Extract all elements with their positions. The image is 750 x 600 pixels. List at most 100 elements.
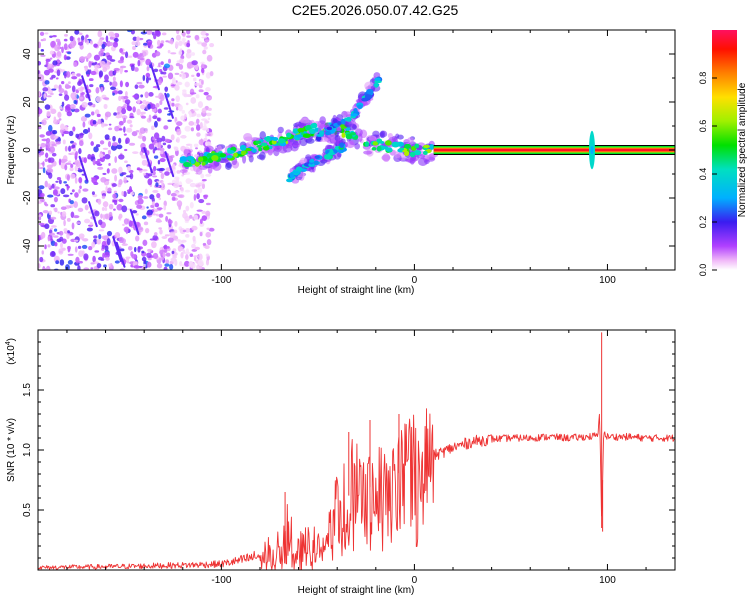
noise-blob [52, 53, 56, 58]
noise-blob [205, 231, 212, 238]
noise-blob [103, 80, 110, 83]
trace-halo [293, 138, 302, 146]
noise-blob [156, 192, 161, 199]
noise-blob [75, 256, 80, 264]
trace-halo [343, 111, 352, 117]
noise-blob [98, 50, 104, 57]
spectrogram-ylabel: Frequency (Hz) [6, 116, 17, 185]
noise-blob [174, 41, 179, 49]
noise-blob [38, 222, 45, 226]
noise-blob [60, 188, 66, 195]
noise-blob [182, 229, 187, 233]
noise-blob [67, 245, 71, 250]
noise-blob [137, 194, 143, 200]
noise-blob [161, 236, 168, 239]
noise-blob [77, 245, 82, 249]
noise-blob [51, 152, 57, 157]
noise-blob [119, 80, 123, 88]
noise-blob [84, 113, 91, 118]
noise-blob [112, 135, 116, 142]
noise-blob [153, 120, 158, 128]
noise-blob [184, 189, 191, 193]
noise-blob [63, 72, 67, 79]
trace-point [201, 161, 206, 166]
noise-blob [147, 178, 153, 186]
noise-blob [164, 263, 170, 267]
noise-blob [136, 168, 143, 171]
noise-blob [39, 256, 44, 263]
noise-blob [47, 183, 51, 189]
trace-halo [387, 132, 393, 139]
colorbar-gradient [712, 30, 737, 270]
noise-blob [61, 101, 65, 107]
noise-blob [123, 126, 126, 133]
trace-point [198, 156, 204, 163]
noise-blob [130, 64, 135, 72]
snr-multiplier-prefix: (x10 [6, 345, 17, 365]
noise-blob [169, 38, 174, 45]
noise-blob [164, 234, 170, 237]
noise-blob [104, 206, 108, 211]
noise-blob [185, 205, 190, 212]
trace-point [295, 134, 303, 138]
snr-xlabel: Height of straight line (km) [298, 585, 415, 596]
noise-blob [93, 43, 98, 48]
noise-blob [127, 245, 133, 251]
noise-blob [65, 71, 71, 78]
noise-blob [132, 36, 138, 41]
noise-blob [66, 174, 70, 181]
noise-blob [163, 63, 171, 69]
noise-blob [185, 254, 189, 261]
noise-blob [82, 188, 89, 192]
noise-blob [193, 255, 199, 258]
noise-blob [88, 245, 93, 251]
noise-blob [185, 178, 192, 184]
noise-blob [143, 196, 149, 199]
colorbar-tick-label: 0.4 [698, 168, 708, 181]
noise-blob [196, 209, 203, 212]
trace-point [260, 142, 268, 147]
noise-blob [191, 243, 196, 249]
noise-blob [55, 77, 59, 80]
noise-blob [75, 133, 80, 139]
noise-blob [173, 79, 177, 85]
noise-blob [201, 67, 205, 74]
noise-blob [139, 127, 146, 134]
noise-blob [147, 248, 153, 252]
noise-blob [86, 227, 93, 232]
noise-blob [169, 264, 174, 270]
noise-blob [62, 139, 66, 145]
noise-blob [88, 60, 92, 68]
noise-blob [130, 251, 134, 257]
noise-blob [199, 232, 203, 237]
noise-blob [51, 183, 55, 189]
trace-point [391, 141, 400, 148]
noise-blob [50, 216, 57, 220]
noise-blob [112, 193, 117, 199]
noise-blob [104, 245, 109, 252]
noise-blob [104, 154, 111, 160]
noise-blob [104, 111, 112, 118]
noise-blob [198, 89, 204, 93]
noise-blob [167, 49, 171, 54]
noise-blob [124, 91, 128, 97]
noise-blob [151, 31, 155, 36]
noise-blob [116, 112, 120, 115]
noise-blob [186, 49, 192, 54]
noise-blob [142, 239, 148, 246]
noise-blob [52, 189, 58, 196]
noise-blob [167, 119, 172, 122]
noise-blob [135, 130, 140, 133]
trace-halo [248, 155, 254, 163]
noise-blob [160, 172, 165, 180]
noise-blob [189, 110, 192, 118]
noise-blob [38, 201, 42, 204]
noise-blob [204, 39, 210, 42]
noise-blob [101, 235, 108, 240]
noise-blob [84, 65, 88, 72]
noise-blob [181, 174, 184, 177]
trace-point [226, 154, 233, 159]
trace-point [297, 127, 305, 133]
noise-blob [64, 164, 68, 171]
noise-blob [182, 249, 186, 254]
